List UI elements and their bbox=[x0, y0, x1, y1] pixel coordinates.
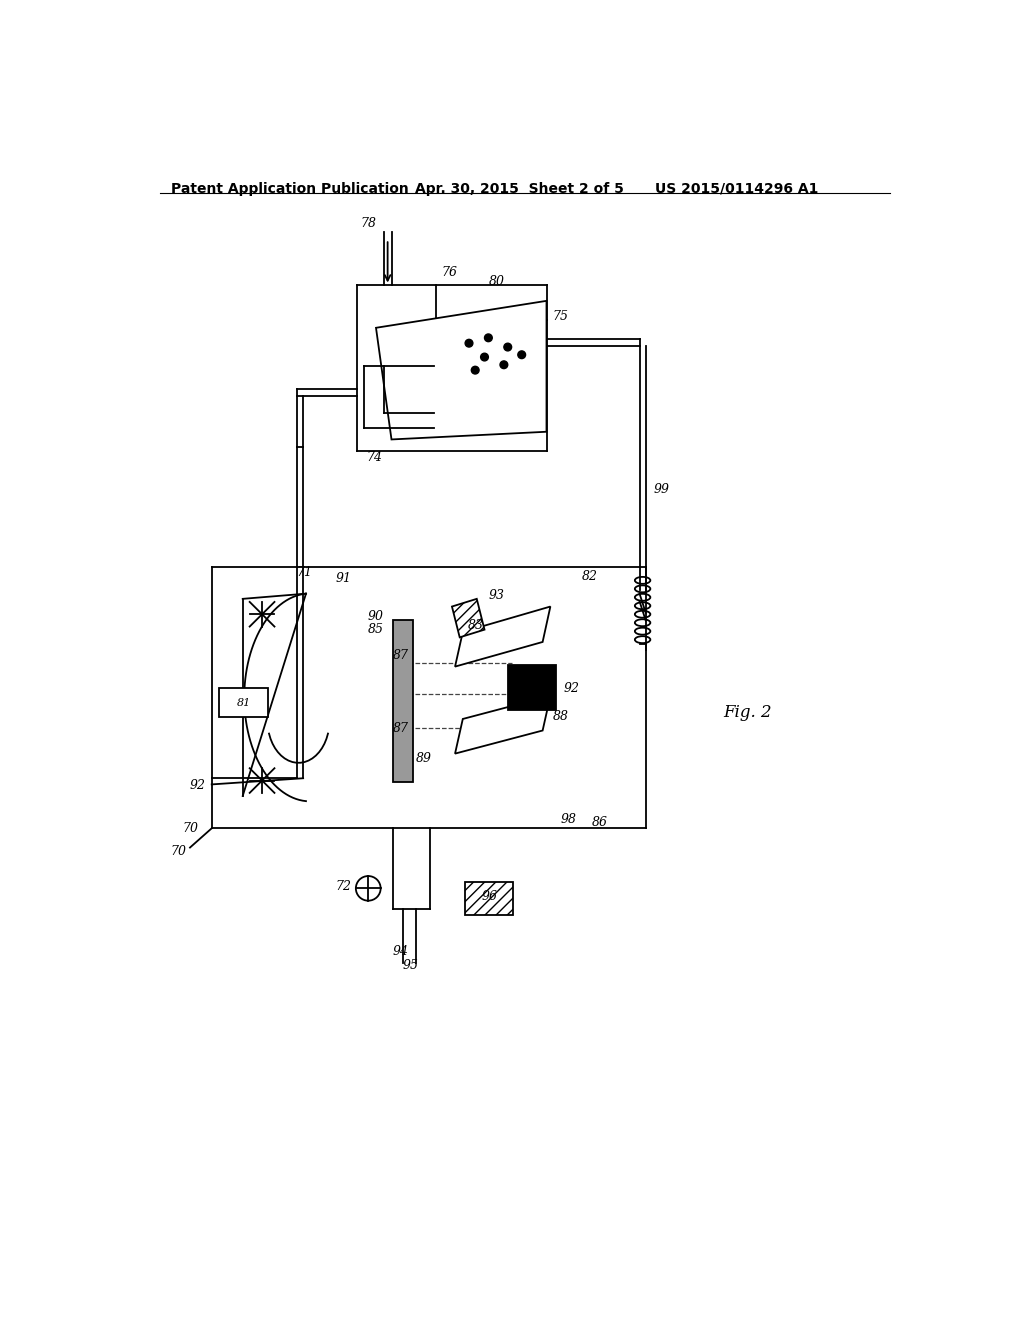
Text: Fig. 2: Fig. 2 bbox=[724, 705, 772, 721]
Bar bbox=[393, 620, 414, 781]
Circle shape bbox=[471, 367, 479, 374]
Text: 93: 93 bbox=[488, 589, 505, 602]
Text: US 2015/0114296 A1: US 2015/0114296 A1 bbox=[655, 182, 818, 195]
Text: 80: 80 bbox=[488, 275, 505, 288]
Text: 99: 99 bbox=[653, 483, 670, 496]
Bar bbox=[219, 688, 267, 718]
Circle shape bbox=[484, 334, 493, 342]
Text: 90: 90 bbox=[368, 610, 384, 623]
Text: 88: 88 bbox=[553, 710, 568, 723]
Bar bbox=[508, 665, 556, 710]
Text: 70: 70 bbox=[170, 845, 186, 858]
Circle shape bbox=[500, 360, 508, 368]
Text: 98: 98 bbox=[560, 813, 577, 825]
Polygon shape bbox=[452, 599, 484, 638]
Text: 85: 85 bbox=[368, 623, 384, 636]
Text: 78: 78 bbox=[360, 218, 376, 231]
Bar bbox=[465, 882, 513, 915]
Circle shape bbox=[504, 343, 512, 351]
Polygon shape bbox=[455, 696, 550, 754]
Text: 82: 82 bbox=[582, 570, 597, 583]
Text: 96: 96 bbox=[481, 890, 497, 903]
Text: 72: 72 bbox=[335, 880, 351, 894]
Text: Apr. 30, 2015  Sheet 2 of 5: Apr. 30, 2015 Sheet 2 of 5 bbox=[415, 182, 624, 195]
Text: 87: 87 bbox=[392, 648, 409, 661]
Text: 76: 76 bbox=[442, 265, 458, 279]
Circle shape bbox=[518, 351, 525, 359]
Text: 75: 75 bbox=[553, 310, 568, 323]
Circle shape bbox=[465, 339, 473, 347]
Text: 83: 83 bbox=[467, 619, 483, 632]
Polygon shape bbox=[376, 301, 547, 440]
Polygon shape bbox=[455, 607, 550, 667]
Text: 89: 89 bbox=[417, 752, 432, 766]
Circle shape bbox=[480, 354, 488, 360]
Text: Patent Application Publication: Patent Application Publication bbox=[171, 182, 409, 195]
Text: 91: 91 bbox=[336, 573, 351, 585]
Text: 71: 71 bbox=[297, 566, 313, 579]
Text: 81: 81 bbox=[237, 698, 251, 708]
Text: 87: 87 bbox=[392, 722, 409, 735]
Text: 92: 92 bbox=[189, 779, 206, 792]
Text: 86: 86 bbox=[592, 816, 607, 829]
Text: 92: 92 bbox=[563, 681, 580, 694]
Text: 70: 70 bbox=[182, 822, 198, 834]
Text: 95: 95 bbox=[402, 958, 419, 972]
Text: 94: 94 bbox=[393, 945, 409, 958]
Text: 74: 74 bbox=[367, 450, 383, 463]
